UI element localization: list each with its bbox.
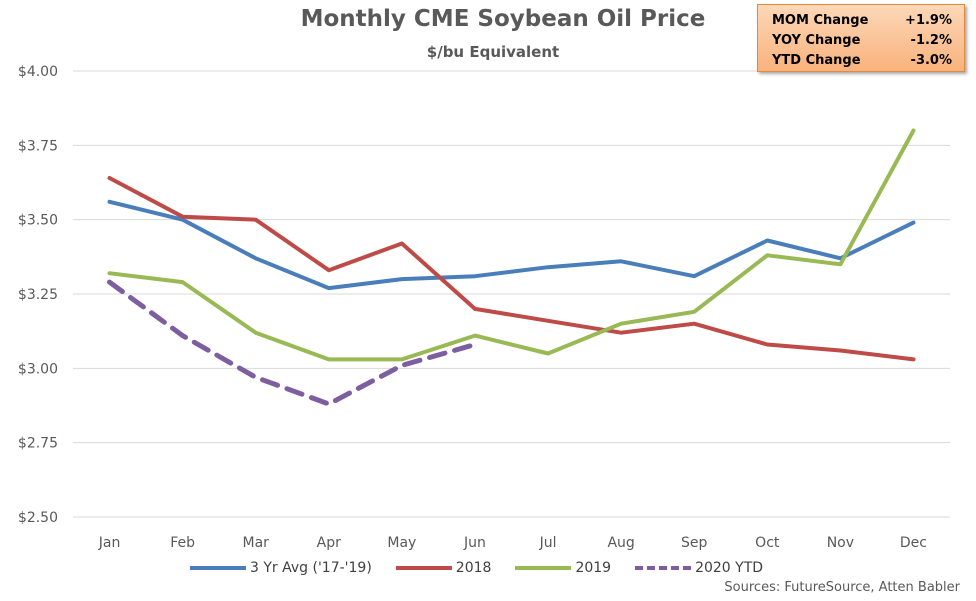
legend-swatch xyxy=(395,566,452,570)
legend-label: 2020 YTD xyxy=(695,560,764,576)
chart-subtitle: $/bu Equivalent xyxy=(426,43,560,61)
stat-row-mom: MOM Change +1.9% xyxy=(772,11,952,31)
y-tick-label: $3.25 xyxy=(18,287,58,303)
legend-item-3yr-avg: 3 Yr Avg ('17-'19) xyxy=(190,560,372,576)
x-tick-label: Dec xyxy=(900,535,927,551)
y-tick-label: $3.50 xyxy=(18,213,58,229)
stat-value: -1.2% xyxy=(910,33,952,48)
legend-swatch xyxy=(190,566,246,570)
series-line xyxy=(107,279,478,407)
x-tick-label: Jun xyxy=(463,535,486,551)
x-tick-label: Jan xyxy=(98,535,121,551)
y-axis-tick-labels: $2.50 $2.75 $3.00 $3.25 $3.50 $3.75 $4.00 xyxy=(18,64,58,526)
series-line xyxy=(107,199,916,291)
x-tick-label: May xyxy=(387,535,416,551)
change-summary-box: MOM Change +1.9% YOY Change -1.2% YTD Ch… xyxy=(757,4,965,72)
x-tick-label: Apr xyxy=(317,535,341,551)
y-tick-label: $2.50 xyxy=(18,510,58,526)
legend-swatch xyxy=(635,566,692,570)
stat-label: YOY Change xyxy=(772,33,861,48)
x-tick-label: Aug xyxy=(607,535,634,551)
source-note: Sources: FutureSource, Atten Babler xyxy=(724,580,960,595)
y-tick-label: $3.00 xyxy=(18,361,58,377)
legend-item-2020-ytd: 2020 YTD xyxy=(635,560,763,576)
x-tick-label: Feb xyxy=(170,535,195,551)
stat-value: -3.0% xyxy=(910,53,952,68)
stat-row-ytd: YTD Change -3.0% xyxy=(772,51,952,71)
x-tick-label: Oct xyxy=(755,535,780,551)
x-tick-label: Nov xyxy=(827,535,854,551)
legend-label: 2019 xyxy=(575,560,612,576)
x-tick-label: Jul xyxy=(539,535,557,551)
stat-value: +1.9% xyxy=(905,13,952,28)
gridlines xyxy=(73,70,950,518)
stat-label: YTD Change xyxy=(772,53,861,68)
y-tick-label: $4.00 xyxy=(18,64,58,80)
chart-legend: 3 Yr Avg ('17-'19) 2018 2019 2020 YTD xyxy=(190,560,787,576)
stat-label: MOM Change xyxy=(772,13,869,28)
stat-row-yoy: YOY Change -1.2% xyxy=(772,31,952,51)
series-line xyxy=(107,128,916,362)
legend-label: 2018 xyxy=(455,560,492,576)
x-axis-tick-labels: Jan Feb Mar Apr May Jun Jul Aug Sep Oct Nov Dec xyxy=(98,535,927,551)
legend-swatch xyxy=(515,566,572,570)
x-tick-label: Sep xyxy=(681,535,708,551)
chart-title: Monthly CME Soybean Oil Price xyxy=(300,6,706,32)
y-tick-label: $3.75 xyxy=(18,138,58,154)
legend-label: 3 Yr Avg ('17-'19) xyxy=(250,560,372,576)
legend-item-2019: 2019 xyxy=(515,560,611,576)
series-line xyxy=(107,176,916,362)
y-tick-label: $2.75 xyxy=(18,436,58,452)
series-lines xyxy=(107,128,916,407)
x-tick-label: Mar xyxy=(242,535,269,551)
legend-item-2018: 2018 xyxy=(395,560,492,576)
